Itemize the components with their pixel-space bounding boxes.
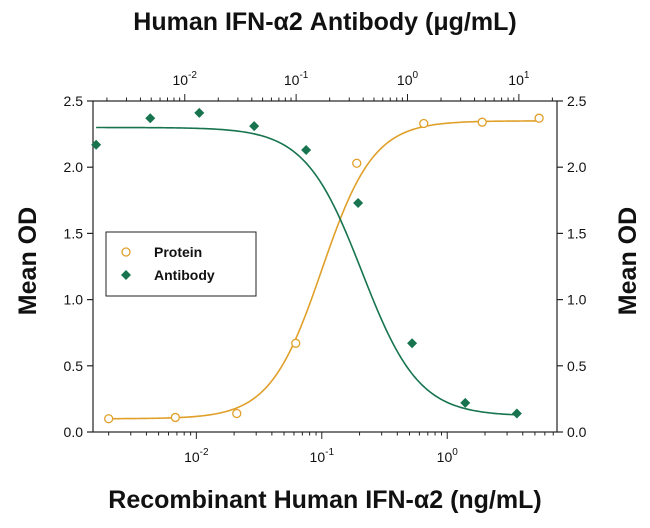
y-tick-label-left: 1.0	[64, 292, 84, 308]
plot-frame	[92, 100, 558, 433]
antibody-data-point	[249, 121, 260, 132]
top-tick-label: 10-1	[284, 70, 309, 88]
antibody-data-point	[194, 107, 205, 118]
protein-data-point	[170, 412, 180, 423]
protein-data-point	[477, 117, 487, 127]
y-tick-label-right: 2.5	[567, 93, 587, 109]
legend-protein-marker	[121, 247, 131, 257]
protein-data-point	[291, 338, 301, 348]
antibody-data-point	[353, 197, 364, 208]
antibody-data-point	[91, 139, 102, 150]
bottom-tick-label: 100	[437, 447, 459, 465]
y-tick-label-left: 1.5	[64, 225, 84, 241]
top-tick-label: 10-2	[173, 70, 198, 88]
antibody-data-point	[511, 408, 522, 419]
antibody-fit-curve	[96, 126, 517, 416]
top-tick-label: 101	[508, 70, 530, 88]
y-tick-label-left: 0.5	[64, 358, 84, 374]
y-tick-label-right: 0.5	[567, 358, 587, 374]
legend-antibody-marker	[121, 270, 131, 280]
bottom-tick-label: 10-2	[184, 447, 209, 465]
protein-data-point	[232, 408, 242, 419]
y-tick-label-left: 2.0	[64, 159, 84, 175]
protein-data-point	[419, 118, 429, 129]
protein-fit-curve	[108, 120, 540, 420]
top-axis-title: Human IFN-α2 Antibody (μg/mL)	[133, 8, 517, 36]
y-tick-label-left: 0.0	[64, 424, 84, 440]
bottom-tick-label: 10-1	[310, 447, 335, 465]
legend-antibody-label: Antibody	[154, 267, 215, 283]
y-tick-label-right: 0.0	[567, 424, 587, 440]
antibody-data-point	[407, 338, 418, 349]
protein-data-point	[352, 158, 362, 168]
antibody-data-point	[460, 397, 471, 408]
y-tick-label-right: 1.5	[567, 225, 587, 241]
antibody-data-point	[145, 113, 156, 124]
legend-box	[105, 231, 257, 297]
antibody-data-point	[301, 144, 312, 155]
bottom-axis-title: Recombinant Human IFN-α2 (ng/mL)	[108, 486, 542, 514]
legend-protein-label: Protein	[154, 244, 202, 260]
top-tick-label: 100	[397, 70, 419, 88]
y-tick-label-right: 2.0	[567, 159, 587, 175]
y-tick-label-left: 2.5	[64, 93, 84, 109]
y-tick-label-right: 1.0	[567, 292, 587, 308]
protein-data-point	[104, 414, 114, 424]
protein-data-point	[534, 113, 544, 123]
